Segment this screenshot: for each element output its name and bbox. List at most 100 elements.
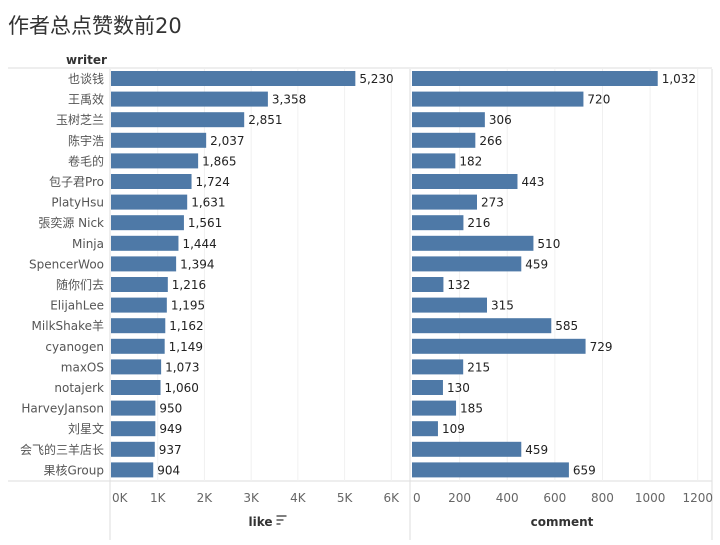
category-label: cyanogen (45, 340, 104, 354)
bar-comment (412, 359, 464, 375)
bar-comment (412, 174, 518, 189)
data-label: 1,394 (180, 257, 214, 271)
data-label: 1,631 (191, 196, 225, 210)
bar-comment (412, 256, 522, 272)
x-tick-label: 1200 (682, 491, 713, 505)
bar-like (111, 153, 199, 169)
data-label: 1,865 (202, 154, 236, 168)
data-label: 1,195 (171, 299, 205, 313)
category-label: Minja (72, 237, 104, 251)
bar-like (111, 297, 167, 313)
chart-title: 作者总点赞数前20 (8, 14, 182, 38)
category-label: HarveyJanson (21, 402, 104, 416)
data-label: 950 (159, 402, 182, 416)
sort-icon (276, 515, 287, 525)
category-label: MilkShake羊 (32, 318, 104, 333)
bar-comment (412, 71, 658, 86)
category-label: SpencerWoo (29, 257, 104, 271)
bar-comment (412, 235, 534, 251)
bar-like (111, 194, 188, 210)
category-label: 王禹效 (68, 92, 104, 107)
bar-comment (412, 400, 457, 416)
data-label: 306 (489, 113, 512, 127)
bar-like (111, 400, 156, 416)
data-label: 720 (587, 93, 610, 107)
data-label: 109 (442, 422, 465, 436)
data-label: 937 (159, 443, 182, 457)
bar-like (111, 380, 161, 395)
bar-like (111, 215, 184, 231)
bar-comment (412, 441, 522, 457)
category-label: 包子君Pro (49, 175, 104, 189)
data-label: 1,444 (182, 237, 216, 251)
bar-like (111, 338, 165, 354)
axis-title-like: like (248, 515, 272, 529)
data-label: 1,724 (196, 175, 230, 189)
x-tick-label: 200 (448, 491, 471, 505)
x-tick-label: 2K (197, 491, 214, 505)
x-tick-label: 4K (290, 491, 307, 505)
data-label: 1,032 (662, 72, 696, 86)
data-label: 266 (479, 134, 502, 148)
category-label: 随你们去 (56, 277, 104, 292)
data-label: 585 (555, 319, 578, 333)
bar-comment (412, 112, 485, 128)
data-label: 1,149 (169, 340, 203, 354)
x-tick-label: 3K (243, 491, 260, 505)
bar-comment (412, 380, 443, 395)
bar-like (111, 441, 155, 457)
bar-like (111, 462, 154, 478)
data-label: 443 (521, 175, 544, 189)
category-label: maxOS (61, 360, 104, 374)
axis-title-comment: comment (531, 515, 594, 529)
category-label: 果核Group (43, 463, 104, 477)
x-tick-label: 1K (150, 491, 167, 505)
data-label: 1,216 (172, 278, 206, 292)
bar-like (111, 174, 192, 189)
data-label: 904 (157, 463, 180, 477)
bar-comment (412, 462, 569, 478)
bar-like (111, 256, 177, 272)
data-label: 185 (460, 402, 483, 416)
bar-comment (412, 318, 552, 334)
data-label: 510 (537, 237, 560, 251)
x-tick-label: 6K (384, 491, 401, 505)
bar-comment (412, 194, 477, 210)
bar-like (111, 421, 156, 437)
category-label: ElijahLee (50, 299, 104, 313)
bar-like (111, 318, 166, 334)
x-tick-label: 0 (413, 491, 421, 505)
bar-comment (412, 153, 456, 169)
bar-comment (412, 215, 464, 231)
bar-comment (412, 91, 584, 107)
bar-like (111, 235, 179, 251)
data-label: 132 (447, 278, 470, 292)
data-label: 729 (590, 340, 613, 354)
data-label: 949 (159, 422, 182, 436)
x-tick-label: 5K (337, 491, 354, 505)
data-label: 459 (525, 443, 548, 457)
bar-like (111, 71, 356, 86)
bar-like (111, 91, 268, 107)
category-label: 刘星文 (68, 421, 104, 436)
category-label: 会飞的三羊店长 (20, 442, 104, 457)
bar-like (111, 112, 245, 128)
data-label: 130 (447, 381, 470, 395)
bar-comment (412, 297, 487, 313)
data-label: 215 (467, 360, 490, 374)
data-label: 1,073 (165, 360, 199, 374)
bar-comment (412, 277, 444, 292)
bar-like (111, 277, 168, 292)
x-tick-label: 600 (543, 491, 566, 505)
data-label: 5,230 (359, 72, 393, 86)
row-header: writer (66, 53, 107, 67)
x-tick-label: 800 (591, 491, 614, 505)
data-label: 3,358 (272, 93, 306, 107)
category-label: PlatyHsu (51, 196, 104, 210)
x-tick-label: 1000 (635, 491, 666, 505)
x-tick-label: 0K (112, 491, 129, 505)
bar-like (111, 132, 207, 148)
category-label: 玉树芝兰 (56, 112, 104, 127)
data-label: 659 (573, 463, 596, 477)
